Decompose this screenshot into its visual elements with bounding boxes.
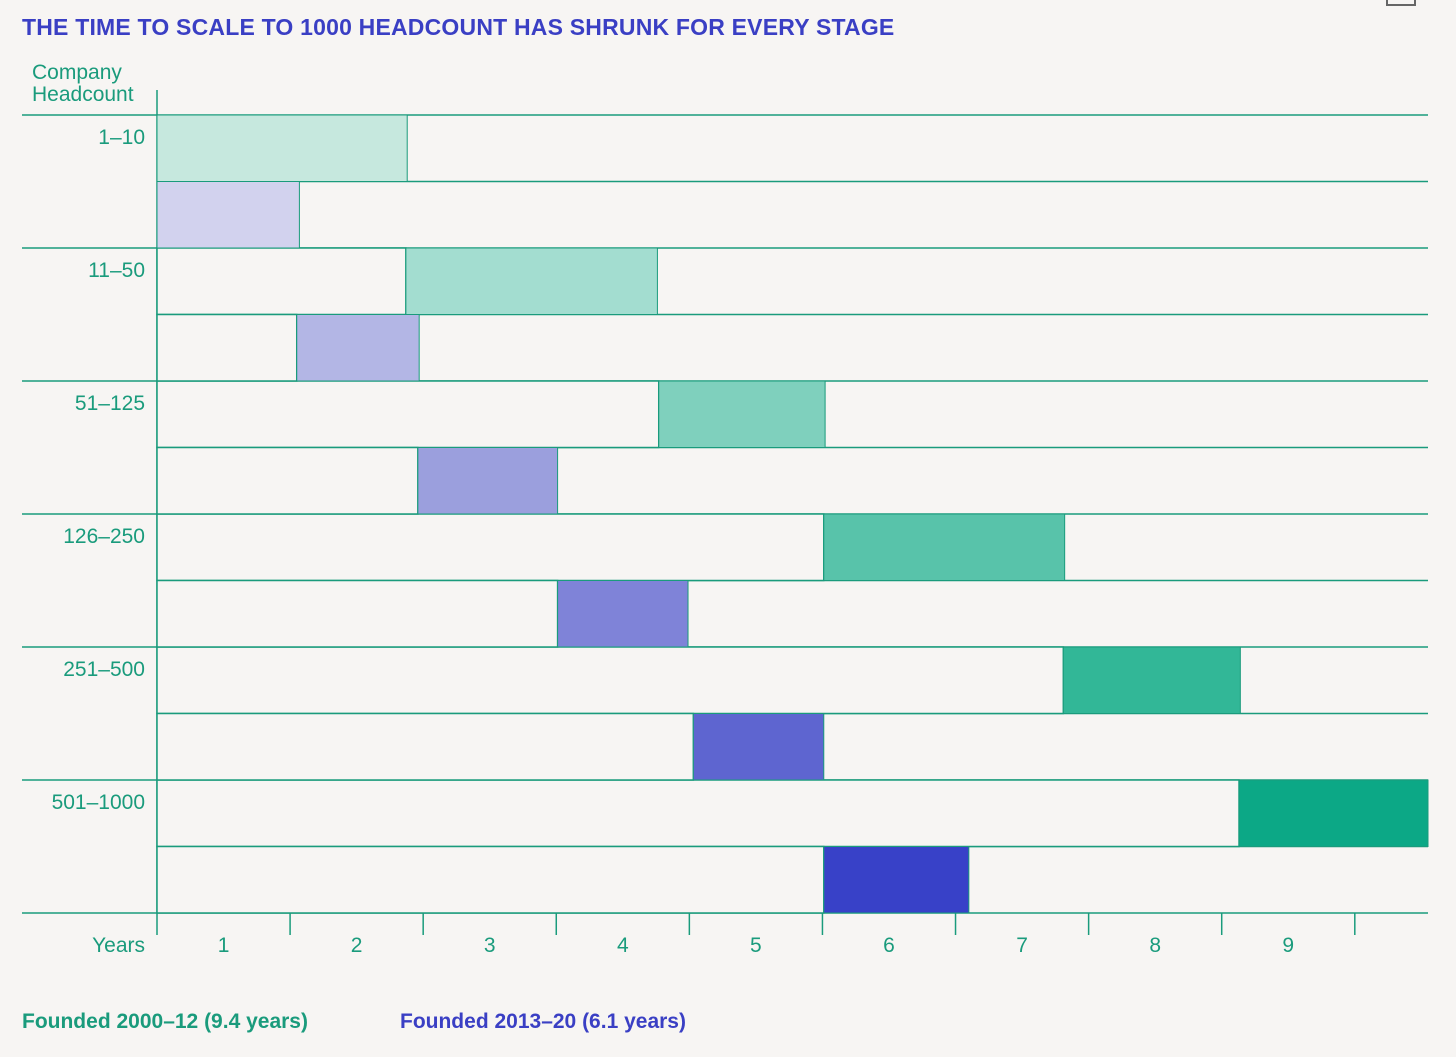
legend-entry-series-1: Founded 2000–12 (9.4 years) bbox=[22, 1010, 308, 1033]
x-tick-label-8: 8 bbox=[1149, 934, 1161, 957]
bar-offset-2-5 bbox=[156, 712, 695, 781]
chart-title: THE TIME TO SCALE TO 1000 HEADCOUNT HAS … bbox=[22, 14, 895, 40]
headcount-chart: 1–10 11–50 51–125 126–250 251–500 501–1000 Com… bbox=[22, 61, 1429, 957]
x-tick-label-6: 6 bbox=[883, 934, 895, 957]
bar-offset-2-6 bbox=[156, 845, 825, 914]
x-tick-label-4: 4 bbox=[617, 934, 629, 957]
bar-series-2-2 bbox=[296, 314, 420, 382]
x-tick-label-7: 7 bbox=[1016, 934, 1028, 957]
bar-offset-1-4 bbox=[156, 513, 825, 582]
bar-series-1-6 bbox=[1238, 779, 1429, 847]
bar-offset-2-4 bbox=[156, 579, 559, 648]
category-label-6: 501–1000 bbox=[52, 791, 145, 814]
bar-offset-2-3 bbox=[156, 446, 419, 515]
x-axis-title: Years bbox=[92, 934, 145, 957]
x-tick-label-3: 3 bbox=[484, 934, 496, 957]
x-tick-label-1: 1 bbox=[218, 934, 230, 957]
bar-offset-1-3 bbox=[156, 380, 660, 449]
y-axis-title-line-1: Company bbox=[32, 61, 122, 84]
corner-decoration bbox=[1386, 0, 1416, 6]
bar-offset-1-6 bbox=[156, 779, 1240, 848]
y-axis-title-line-2: Headcount bbox=[32, 83, 134, 106]
category-label-3: 51–125 bbox=[75, 392, 145, 415]
labels-layer: 1–10 11–50 51–125 126–250 251–500 501–1000 Com… bbox=[32, 61, 1294, 957]
category-label-4: 126–250 bbox=[63, 525, 145, 548]
legend-entry-series-2: Founded 2013–20 (6.1 years) bbox=[400, 1010, 686, 1033]
bar-series-1-1 bbox=[156, 114, 408, 182]
bars-layer bbox=[156, 114, 1429, 914]
category-label-2: 11–50 bbox=[88, 259, 145, 282]
bar-offset-2-2 bbox=[156, 313, 298, 382]
bar-offset-1-2 bbox=[156, 247, 407, 316]
bar-series-2-1 bbox=[156, 181, 300, 249]
category-label-1: 1–10 bbox=[98, 126, 145, 149]
bar-series-1-3 bbox=[658, 380, 826, 448]
category-label-5: 251–500 bbox=[63, 658, 145, 681]
bar-series-2-4 bbox=[557, 580, 689, 648]
bar-series-2-3 bbox=[417, 447, 559, 515]
bar-series-1-5 bbox=[1062, 646, 1241, 714]
bar-offset-1-5 bbox=[156, 646, 1065, 715]
x-tick-label-9: 9 bbox=[1282, 934, 1294, 957]
x-tick-label-2: 2 bbox=[351, 934, 363, 957]
bar-series-2-5 bbox=[692, 713, 825, 781]
bar-series-1-2 bbox=[405, 247, 658, 315]
bar-series-2-6 bbox=[823, 846, 970, 914]
x-tick-label-5: 5 bbox=[750, 934, 762, 957]
bar-series-1-4 bbox=[823, 513, 1066, 581]
